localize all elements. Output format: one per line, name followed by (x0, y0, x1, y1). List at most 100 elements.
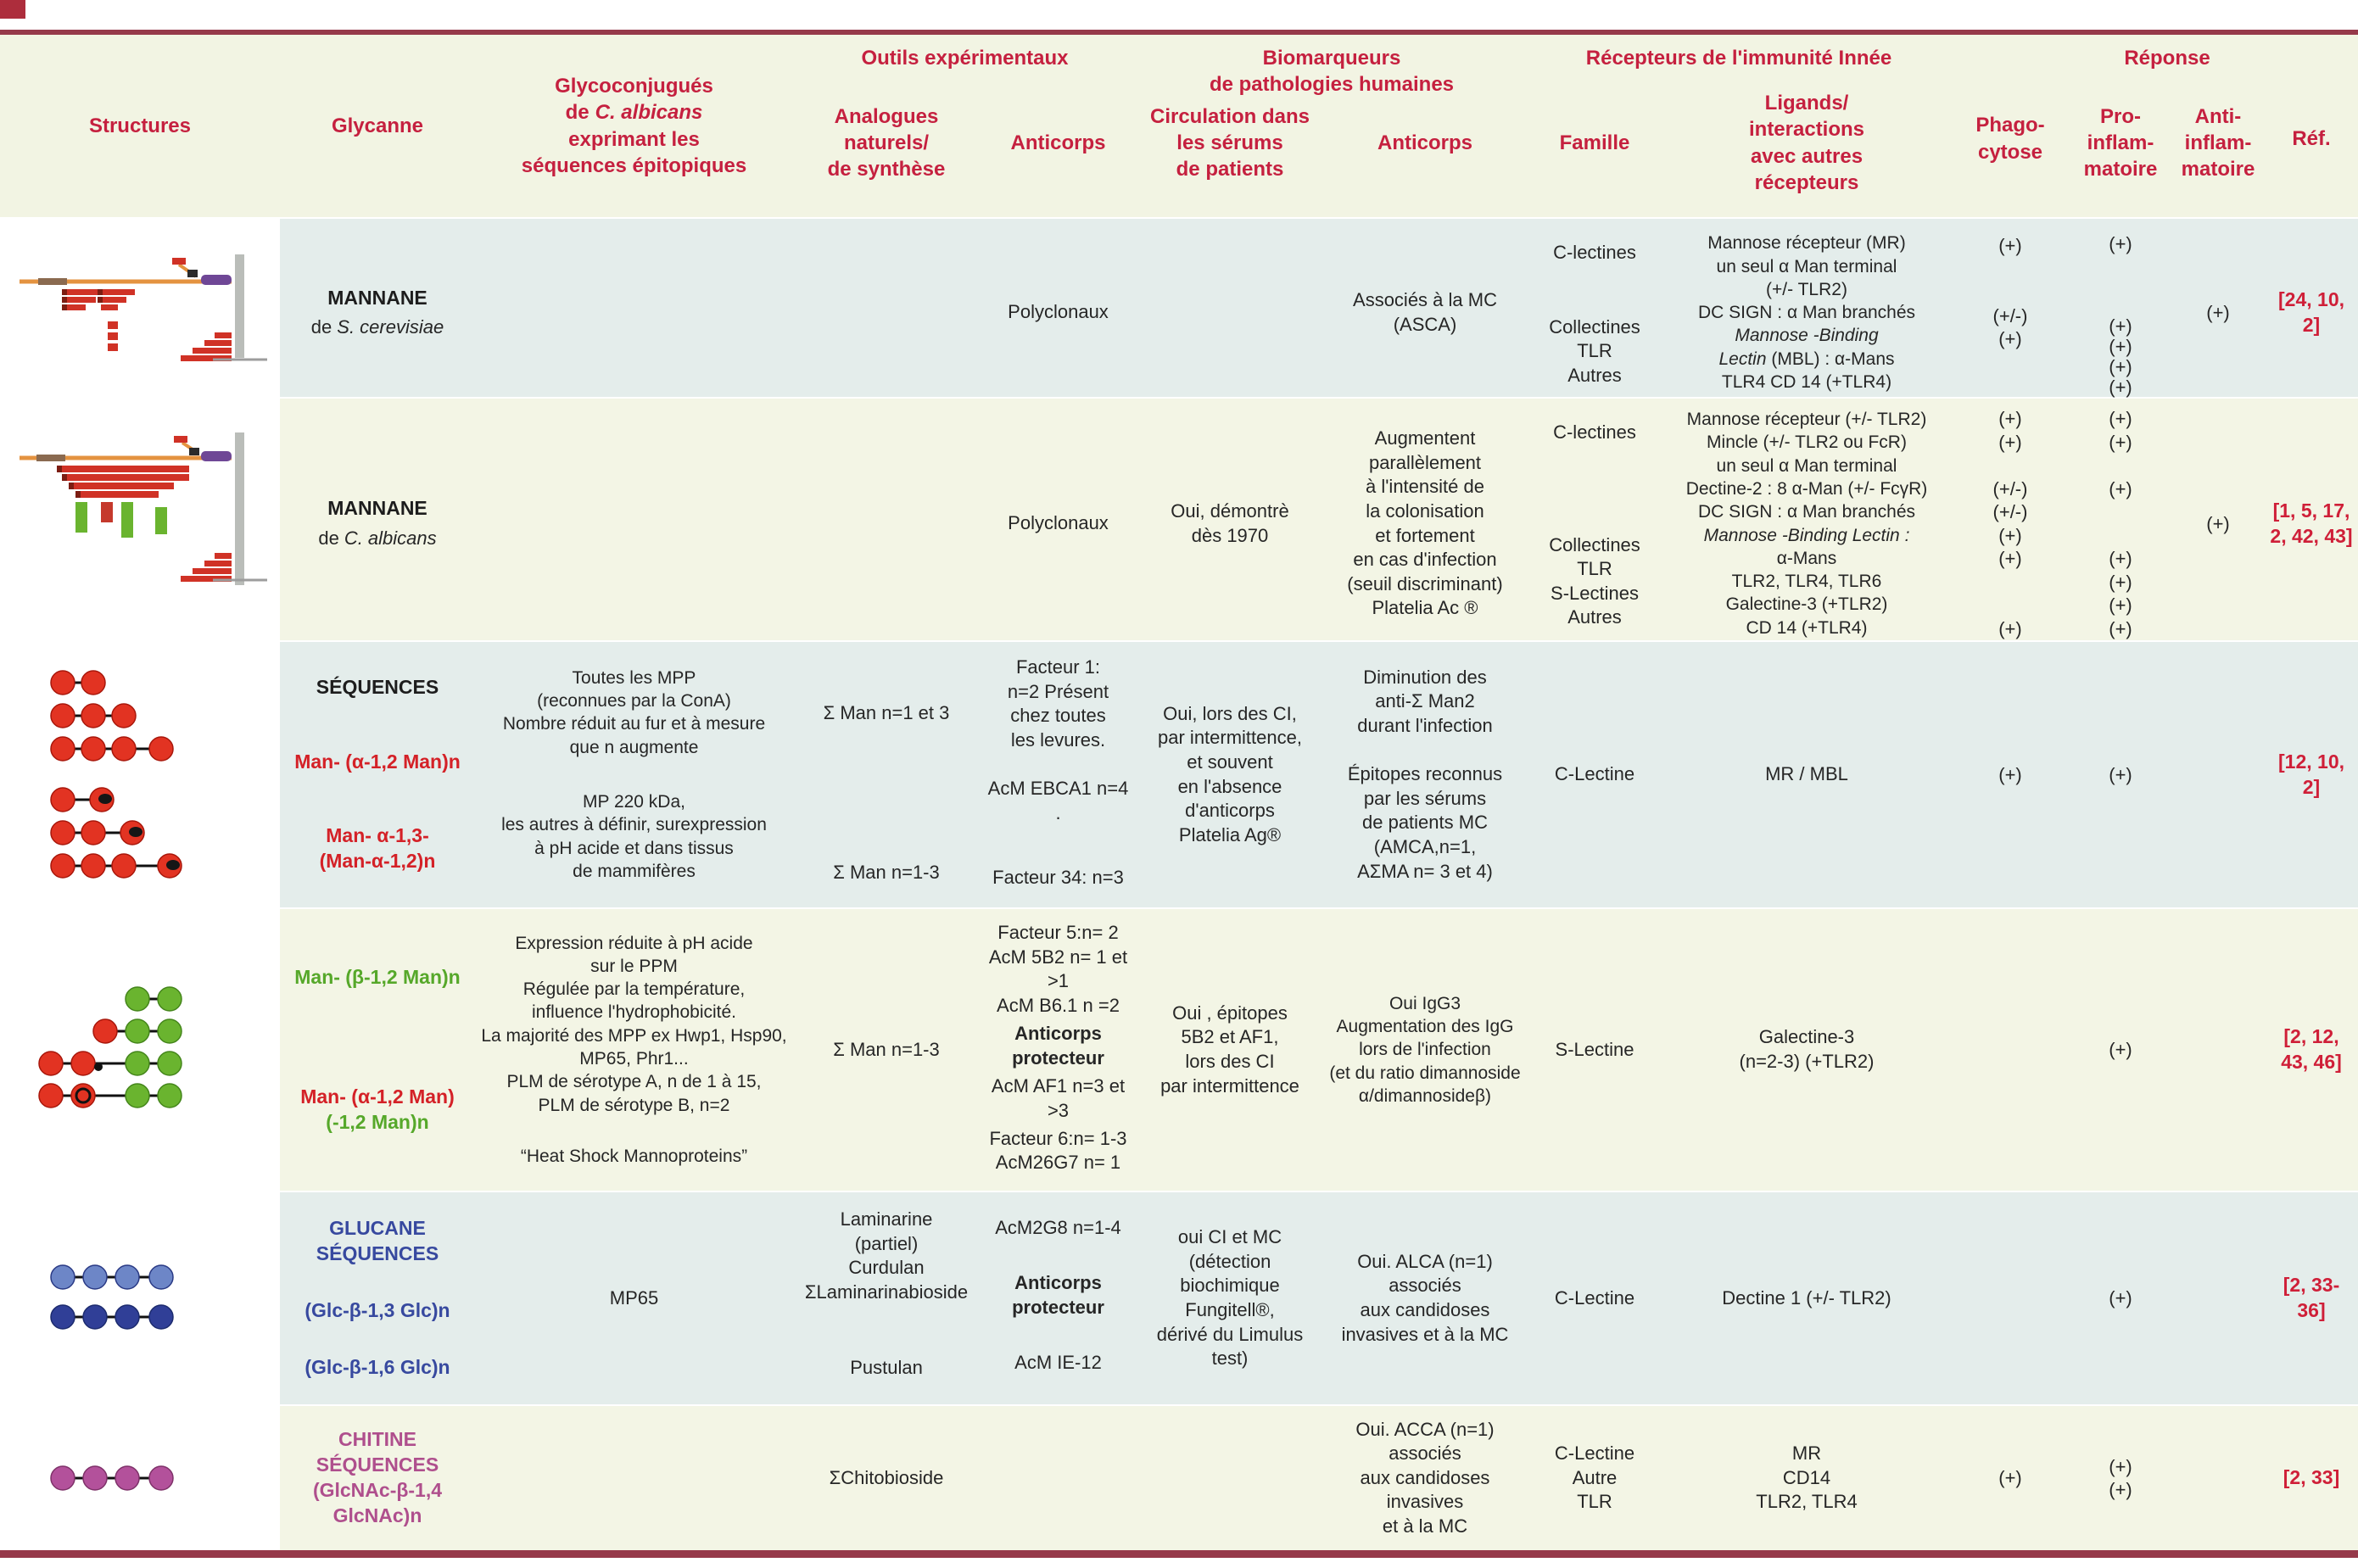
phagocytose-cell (1951, 909, 2070, 1191)
col-header-glycoconjugues: Glycoconjugués de C. albicans exprimant l… (521, 75, 747, 177)
col-header-ligands: Ligands/ interactions avec autres récept… (1748, 92, 1865, 194)
col-header-famille: Famille (1559, 131, 1630, 154)
ref-cell: [12, 10, 2] (2278, 750, 2344, 798)
analogues-cell (793, 399, 980, 649)
chitine-title: CHITINE SÉQUENCES (GlcNAc-β-1,4 GlcNAc)n (312, 1428, 443, 1526)
mannane-scerevisiae-structure-icon (20, 254, 267, 361)
corner-mark (0, 0, 25, 19)
famille-cell: C-Lectine (1554, 1286, 1635, 1309)
chitine-chain-icon (50, 1465, 174, 1491)
beta-man-chain-icon (38, 986, 182, 1108)
phagocytose-cell: (+) (+/-) (+) (1992, 235, 2028, 349)
mannane-calbicans-structure-icon (20, 432, 267, 585)
ligands-cell: Mannose récepteur (+/- TLR2) Mincle (+/-… (1685, 410, 1928, 638)
glycan-name-glc-b13: (Glc-β-1,3 Glc)n (305, 1299, 450, 1321)
col-header-pro-inflammatoire: Pro- inflam- matoire (2083, 104, 2158, 181)
famille-cell: S-Lectine (1555, 1038, 1634, 1060)
ref-cell: [2, 12, 43, 46] (2281, 1025, 2342, 1073)
famille-cell: C-lectines Collectines TLR S-Lectines Au… (1549, 421, 1640, 628)
circulation-cell: Oui , épitopes 5B2 et AF1, lors des CI p… (1160, 1002, 1299, 1096)
circulation-cell: Oui, lors des CI, par intermittence, et … (1158, 702, 1302, 845)
phagocytose-cell: (+) (1998, 763, 2022, 785)
glycoconjugues-cell (475, 219, 793, 407)
ligands-cell: MR CD14 TLR2, TLR4 (1756, 1442, 1858, 1513)
col-header-anticorps-biomarqueurs: Anticorps (1377, 131, 1472, 154)
glucane-chain-icon (50, 1264, 174, 1330)
circulation-cell: Oui, démontrè dès 1970 (1171, 499, 1289, 546)
row-beta-mannose: Man- (β-1,2 Man)n Man- (α-1,2 Man) (-1,2… (0, 907, 2358, 1191)
pro-inflammatoire-cell: (+) (2109, 763, 2132, 785)
alpha-man-chain-capped-icon (50, 786, 182, 879)
pro-inflammatoire-cell: (+) (+) (+) (+) (+) (2109, 233, 2132, 399)
glycan-name-man-alpha12: Man- (α-1,2 Man)n (294, 750, 461, 773)
glycanne-cell: GLUCANE SÉQUENCES (Glc-β-1,3 Glc)n (Glc-… (280, 1192, 475, 1404)
phagocytose-cell: (+) (1998, 1467, 2022, 1489)
anti-inflammatoire-cell: (+) (2206, 302, 2230, 323)
table-header: Outils expérimentaux Biomarqueurs de pat… (0, 35, 2358, 217)
circulation-cell: oui CI et MC (détection biochimique Fung… (1156, 1226, 1304, 1370)
col-header-phagocytose: Phago- cytose (1975, 114, 2045, 164)
phagocytose-cell: (+) (+) (+/-) (+/-) (+) (+) (+) (1992, 408, 2028, 639)
glycanne-cell: SÉQUENCES Man- (α-1,2 Man)n Man- α-1,3- … (280, 642, 475, 907)
anticorps-biomarqueurs-cell: Augmentent parallèlement à l'intensité d… (1347, 427, 1503, 619)
anticorps-biomarqueurs-cell: Oui IgG3 Augmentation des IgG lors de l'… (1329, 993, 1521, 1106)
col-header-anticorps-outils: Anticorps (1010, 131, 1106, 154)
structure-glucane-chains (0, 1192, 280, 1404)
anticorps-outils-cell: Facteur 1: n=2 Présent chez toutes les l… (987, 656, 1129, 889)
anti-inflammatoire-cell (2171, 1192, 2265, 1404)
row-mannane-scerevisiae: MANNANE de S. cerevisiae Polyclonaux Asso… (0, 217, 2358, 398)
analogues-cell: Laminarine (partiel) Curdulan ΣLaminarin… (804, 1208, 969, 1379)
glycan-name: MANNANE (327, 286, 427, 309)
col-header-glycanne: Glycanne (331, 114, 424, 137)
row-glucane: GLUCANE SÉQUENCES (Glc-β-1,3 Glc)n (Glc-… (0, 1191, 2358, 1404)
bottom-rule (0, 1550, 2358, 1558)
analogues-cell: ΣChitobioside (829, 1466, 944, 1488)
analogues-cell: Σ Man n=1 et 3 Σ Man n=1-3 (823, 702, 950, 884)
anticorps-outils-cell: Polyclonaux (1008, 512, 1109, 534)
glycan-name: MANNANE (327, 497, 427, 520)
pro-inflammatoire-cell: (+) (+) (+) (+) (+) (+) (+) (2109, 408, 2132, 639)
col-header-circulation: Circulation dans les sérums de patients (1149, 104, 1310, 181)
ref-cell: [24, 10, 2] (2278, 287, 2344, 336)
famille-cell: C-lectines Collectines TLR Autres (1549, 242, 1640, 386)
ref-cell: [2, 33] (2283, 1466, 2340, 1489)
top-rule (0, 30, 2358, 35)
glycanne-cell: Man- (β-1,2 Man)n Man- (α-1,2 Man) (-1,2… (280, 909, 475, 1191)
glucane-title: GLUCANE SÉQUENCES (316, 1217, 439, 1265)
glycoconjugues-cell: Expression réduite à pH acide sur le PPM… (481, 933, 787, 1167)
glycan-species: de S. cerevisiae (310, 316, 444, 338)
ref-cell: [1, 5, 17, 2, 42, 43] (2270, 499, 2353, 547)
ligands-cell: Dectine 1 (+/- TLR2) (1722, 1286, 1891, 1309)
glycan-name-glc-b16: (Glc-β-1,6 Glc)n (305, 1355, 450, 1378)
anticorps-outils-cell: Polyclonaux (1008, 301, 1109, 323)
ligands-cell: Galectine-3 (n=2-3) (+TLR2) (1739, 1026, 1875, 1072)
ligands-cell: MR / MBL (1765, 763, 1848, 785)
glycan-name-man-beta12: Man- (β-1,2 Man)n (294, 965, 461, 988)
group-header-recepteurs: Récepteurs de l'immunité Innée (1585, 47, 1892, 70)
group-header-biomarqueurs: Biomarqueurs de pathologies humaines (1209, 47, 1455, 97)
ligands-cell: Mannose récepteur (MR) un seul α Man ter… (1697, 233, 1916, 392)
anticorps-biomarqueurs-cell: Oui. ALCA (n=1) associés aux candidoses … (1341, 1250, 1509, 1345)
structure-chitine-chain (0, 1406, 280, 1550)
glycan-name-man-mixed: Man- (α-1,2 Man) (-1,2 Man)n (300, 1085, 455, 1133)
glycan-name-man-alpha13: Man- α-1,3- (Man-α-1,2)n (319, 824, 436, 873)
col-header-structures: Structures (88, 114, 192, 137)
glycanne-cell: MANNANE de C. albicans (280, 399, 475, 649)
glycoconjugues-cell: MP65 (609, 1286, 659, 1309)
ref-cell: [2, 33-36] (2283, 1274, 2340, 1321)
col-header-anti-inflammatoire: Anti- inflam- matoire (2181, 104, 2255, 181)
pro-inflammatoire-cell: (+) (2109, 1287, 2132, 1309)
anti-inflammatoire-cell (2171, 1406, 2265, 1550)
structure-mannane-calbicans-diagram (0, 399, 280, 649)
structure-beta-man-chains (0, 909, 280, 1191)
anticorps-outils-cell: AcM2G8 n=1-4 Anticorps protecteur AcM IE… (995, 1217, 1121, 1374)
group-header-reponse: Réponse (2124, 47, 2210, 70)
anticorps-outils-cell (980, 1406, 1137, 1550)
circulation-cell (1137, 219, 1323, 407)
anti-inflammatoire-cell (2171, 909, 2265, 1191)
glycanne-cell: MANNANE de S. cerevisiae (280, 219, 475, 407)
glycan-species: de C. albicans (318, 527, 437, 550)
glycoconjugues-cell (475, 1406, 793, 1550)
anticorps-outils-cell: Facteur 5:n= 2 AcM 5B2 n= 1 et >1 AcM B6… (988, 922, 1128, 1174)
glycoconjugues-cell: Toutes les MPP (reconnues par la ConA) N… (501, 667, 767, 882)
